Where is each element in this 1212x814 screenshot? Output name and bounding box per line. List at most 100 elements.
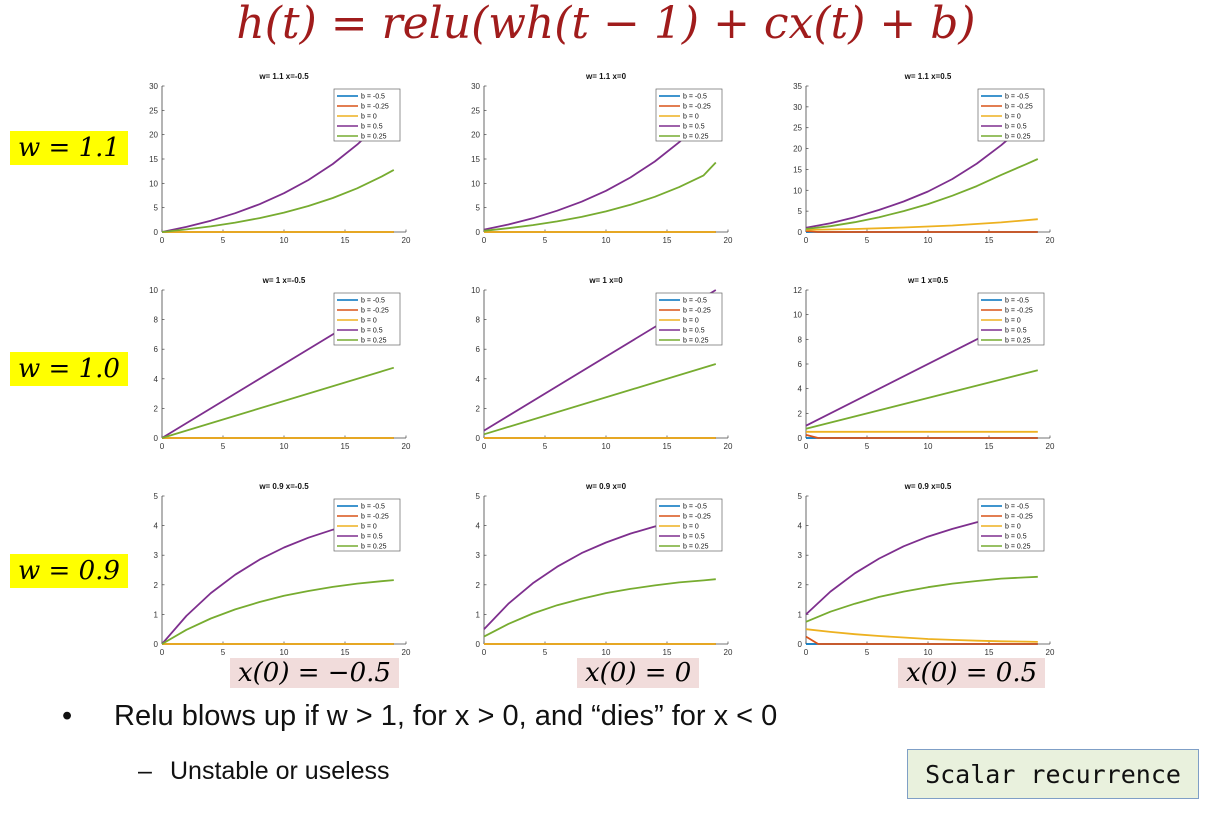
plot-5-xtick-label: 10: [602, 442, 611, 451]
plot-9-ytick-label: 3: [798, 551, 803, 560]
plot-1-xtick-label: 10: [280, 236, 289, 245]
plot-5-title: w= 1 x=0: [588, 276, 623, 285]
plot-4-xtick-label: 15: [341, 442, 350, 451]
plot-5-legend-label: b = -0.5: [683, 298, 707, 305]
row-label-w-1-0: w = 1.0: [10, 352, 128, 386]
plot-9-ytick-label: 2: [798, 581, 803, 590]
plot-6-ytick-label: 8: [798, 335, 803, 344]
plot-8-ytick-label: 5: [476, 492, 481, 501]
plot-3-ytick-label: 25: [793, 124, 802, 133]
plot-2-xtick-label: 10: [602, 236, 611, 245]
plot-2-ytick-label: 30: [471, 82, 480, 91]
plot-3-ytick-label: 30: [793, 103, 802, 112]
plot-8-ytick-label: 0: [476, 640, 481, 649]
plot-9-series-b-0-25: [805, 575, 1038, 623]
plot-4-xtick-label: 5: [221, 442, 226, 451]
plot-4-legend-label: b = -0.25: [361, 308, 389, 315]
plot-6-xtick-label: 0: [804, 442, 809, 451]
plot-2-ytick-label: 15: [471, 155, 480, 164]
plot-9-ytick-label: 1: [798, 610, 803, 619]
plot-7-ytick-label: 3: [154, 551, 159, 560]
plot-3-legend-label: b = -0.25: [1005, 104, 1033, 111]
plot-4-series-b-0-5: [161, 326, 346, 439]
plot-6-ytick-label: 4: [798, 385, 803, 394]
plot-1-ytick-label: 30: [149, 82, 158, 91]
plot-9-legend-label: b = -0.5: [1005, 504, 1029, 511]
plot-9-series-b-0-5: [805, 520, 984, 616]
plot-2-ytick-label: 0: [476, 228, 481, 237]
plot-9-ytick-label: 0: [798, 640, 803, 649]
plot-3-xtick-label: 10: [924, 236, 933, 245]
plot-1-legend-label: b = 0.5: [361, 124, 383, 131]
plot-8-ytick-label: 2: [476, 581, 481, 590]
plot-6-ytick-label: 2: [798, 409, 803, 418]
plot-5-ytick-label: 10: [471, 286, 480, 295]
sub-bullet-point: – Unstable or useless: [138, 757, 390, 786]
plot-8-title: w= 0.9 x=0: [585, 482, 627, 491]
plot-3-xtick-label: 0: [804, 236, 809, 245]
plot-7-legend: [333, 498, 401, 552]
plot-4-xtick-label: 0: [160, 442, 165, 451]
plot-7-series-b-0-25: [161, 579, 394, 645]
plot-4-legend-label: b = -0.5: [361, 298, 385, 305]
plot-2-legend-label: b = -0.5: [683, 94, 707, 101]
plot-4-ytick-label: 0: [154, 434, 159, 443]
plot-6-legend-label: b = 0: [1005, 318, 1021, 325]
plot-6-legend-label: b = -0.5: [1005, 298, 1029, 305]
plot-4-legend: [333, 292, 401, 346]
plot-3-ytick-label: 35: [793, 82, 802, 91]
plot-1-legend-label: b = -0.5: [361, 94, 385, 101]
plot-6-ytick-label: 6: [798, 360, 803, 369]
plot-2-legend-label: b = 0.5: [683, 124, 705, 131]
plot-3-legend-label: b = 0.25: [1005, 134, 1031, 141]
plot-1-ytick-label: 20: [149, 131, 158, 140]
plot-6-title: w= 1 x=0.5: [907, 276, 949, 285]
plot-1-xtick-label: 20: [402, 236, 411, 245]
plot-6-xtick-label: 10: [924, 442, 933, 451]
plot-8-legend-label: b = 0: [683, 524, 699, 531]
plot-9-series-b-0-25: [805, 635, 1038, 645]
plot-9-xtick-label: 0: [804, 648, 809, 657]
bullet-dot-icon: •: [62, 700, 73, 732]
plot-7-ytick-label: 1: [154, 610, 159, 619]
plot-5-legend-label: b = -0.25: [683, 308, 711, 315]
plot-6-legend-label: b = -0.25: [1005, 308, 1033, 315]
plot-3-legend-label: b = 0.5: [1005, 124, 1027, 131]
plot-4-ytick-label: 6: [154, 345, 159, 354]
plot-1-legend-label: b = 0: [361, 114, 377, 121]
plot-1-title: w= 1.1 x=-0.5: [258, 72, 309, 81]
plot-8-legend: [655, 498, 723, 552]
plot-5-legend: [655, 292, 723, 346]
col-label-x0-pos: x(0) = 0.5: [898, 658, 1046, 688]
plot-6-series-b-0-25: [805, 434, 1038, 439]
plot-7-xtick-label: 5: [221, 648, 226, 657]
plot-5-ytick-label: 0: [476, 434, 481, 443]
plot-3-ytick-label: 0: [798, 228, 803, 237]
plot-8-xtick-label: 5: [543, 648, 548, 657]
plot-2-legend-label: b = -0.25: [683, 104, 711, 111]
plot-5-legend-label: b = 0.25: [683, 338, 709, 345]
plot-9-title: w= 0.9 x=0.5: [904, 482, 952, 491]
plot-2-ytick-label: 25: [471, 106, 480, 115]
plot-6-ytick-label: 10: [793, 311, 802, 320]
plot-1-series-b-0-5: [161, 132, 371, 233]
plot-8-xtick-label: 15: [663, 648, 672, 657]
plot-6-ytick-label: 12: [793, 286, 802, 295]
plot-9-xtick-label: 15: [985, 648, 994, 657]
plot-2-legend-label: b = 0.25: [683, 134, 709, 141]
plot-1-ytick-label: 15: [149, 155, 158, 164]
plot-4-legend-label: b = 0.5: [361, 328, 383, 335]
plot-6-legend-label: b = 0.25: [1005, 338, 1031, 345]
bullet-point: • Relu blows up if w > 1, for x > 0, and…: [62, 700, 777, 733]
plot-4-series-b-0-25: [161, 366, 395, 439]
plot-2-xtick-label: 0: [482, 236, 487, 245]
plot-7-ytick-label: 2: [154, 581, 159, 590]
plot-6-series-b-0-25: [805, 369, 1039, 430]
plot-8-legend-label: b = -0.5: [683, 504, 707, 511]
plot-2-xtick-label: 20: [724, 236, 733, 245]
plot-7-series-b-0-5: [161, 527, 340, 645]
plot-7-legend-label: b = 0: [361, 524, 377, 531]
plot-8-xtick-label: 0: [482, 648, 487, 657]
plot-7-xtick-label: 10: [280, 648, 289, 657]
plot-3-xtick-label: 20: [1046, 236, 1055, 245]
